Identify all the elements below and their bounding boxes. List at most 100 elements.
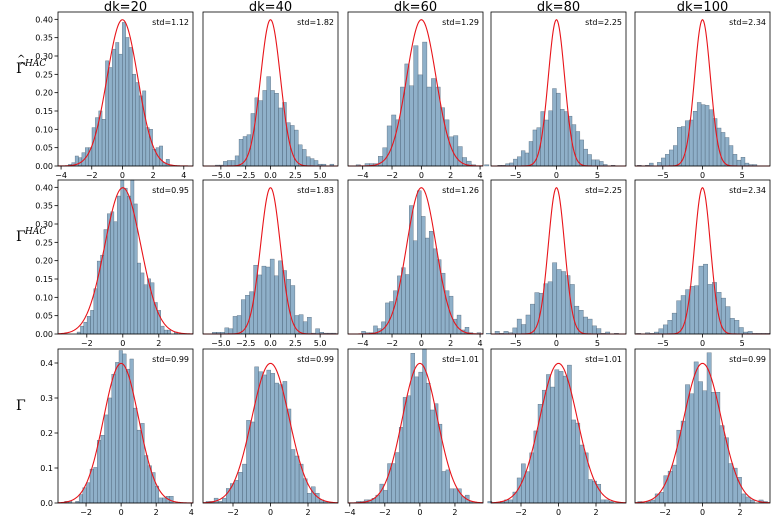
histogram-bar xyxy=(395,119,401,167)
histogram-bar xyxy=(111,48,116,167)
panel-r3-c3: −4 −2 0 2 std=1.01 xyxy=(344,348,484,515)
histogram-bar xyxy=(556,269,562,335)
histogram-bar xyxy=(738,327,744,335)
normal-density-curve xyxy=(490,362,627,504)
row-label-hat: ^ xyxy=(17,54,25,65)
histogram-bar xyxy=(169,496,174,504)
column-title: dk=20 xyxy=(104,0,147,15)
histogram-bar xyxy=(449,488,454,504)
histogram-bar xyxy=(728,463,734,504)
histogram-bar xyxy=(140,272,145,335)
histogram-bar xyxy=(405,274,410,335)
x-tick-label: −2 xyxy=(80,508,92,515)
histogram-bar xyxy=(562,375,568,504)
histogram-bar xyxy=(383,490,388,504)
histogram-bar xyxy=(604,499,610,504)
x-tick-label: 0 xyxy=(700,171,705,180)
axes-frame xyxy=(347,11,484,167)
histogram-bar xyxy=(680,420,686,504)
x-tick-label: 0 xyxy=(554,339,559,348)
histogram-bar xyxy=(676,300,682,335)
histogram-bar xyxy=(694,285,700,335)
histogram-bar xyxy=(512,327,518,335)
histogram-bar xyxy=(137,262,141,335)
y-tick-label: 0.15 xyxy=(35,275,53,284)
x-tick-label: 2 xyxy=(448,339,453,348)
histogram-bar xyxy=(521,324,527,335)
histogram-bar xyxy=(290,125,295,167)
x-tick-label: 2 xyxy=(151,171,156,180)
x-tick-label: 0 xyxy=(268,508,273,515)
panel-r2-c2: −5.0 −2.5 0.0 2.5 5.0 std=1.83 xyxy=(202,179,339,348)
histogram-bar xyxy=(398,427,404,504)
panel-r2-c4: −5 0 5 std=2.25 xyxy=(485,179,627,348)
histogram-bar xyxy=(90,310,95,335)
std-annotation: std=1.82 xyxy=(297,18,334,27)
histogram-bar xyxy=(128,47,133,167)
histogram-bar xyxy=(238,472,243,504)
histogram-bar xyxy=(110,211,115,335)
histogram-bar xyxy=(591,159,596,167)
histogram-bar xyxy=(127,195,131,335)
axes-frame xyxy=(347,179,484,335)
histogram-bar xyxy=(93,288,98,335)
std-annotation: std=1.83 xyxy=(297,186,334,195)
x-tick-label: 0 xyxy=(119,508,124,515)
histogram-bar xyxy=(564,111,569,167)
histogram-bar xyxy=(659,492,664,504)
histogram-bar xyxy=(309,158,315,167)
histogram-bar xyxy=(579,139,584,167)
x-tick-label: 0 xyxy=(700,339,705,348)
histogram-bar xyxy=(258,100,263,167)
std-annotation: std=2.34 xyxy=(729,186,766,195)
row-label-symbol: Γ̂ xyxy=(16,61,26,77)
y-tick-label: 0.00 xyxy=(35,330,53,339)
y-tick-label: 0.35 xyxy=(35,202,53,211)
histogram-bar xyxy=(667,320,673,335)
column-title: dk=100 xyxy=(677,0,729,15)
histogram-bar xyxy=(135,82,140,167)
std-annotation: std=2.25 xyxy=(585,186,622,195)
histogram-bar xyxy=(596,328,602,335)
normal-density-curve xyxy=(202,362,339,504)
histogram-bar xyxy=(575,422,581,504)
x-tick-label: −4 xyxy=(357,339,369,348)
x-tick-label: −2.5 xyxy=(236,171,255,180)
panel-r3-c5: −2 0 2 std=0.99 xyxy=(634,348,771,515)
histogram-bar xyxy=(142,90,147,167)
histogram-bar xyxy=(485,333,491,335)
histogram-bar xyxy=(703,263,708,335)
histogram-bar xyxy=(242,463,247,504)
histogram-bar xyxy=(250,113,256,167)
histogram-bar xyxy=(262,374,267,504)
histogram-bar xyxy=(269,258,275,335)
std-annotation: std=1.01 xyxy=(442,355,479,364)
y-tick-label: 0.2 xyxy=(40,429,53,438)
histogram-bar xyxy=(86,316,91,335)
histogram-bar xyxy=(558,371,564,504)
histogram-bar xyxy=(117,195,121,335)
histogram-bar xyxy=(673,145,678,167)
histogram-bar xyxy=(418,371,423,504)
histogram-bar xyxy=(378,156,383,167)
histogram-bar xyxy=(422,41,428,167)
histogram-bar xyxy=(298,144,303,167)
histogram-bar xyxy=(125,37,130,167)
axes-frame xyxy=(57,348,194,504)
histogram-bar xyxy=(445,469,450,504)
histogram-bar xyxy=(484,164,490,167)
histogram-bar xyxy=(234,480,239,504)
histogram-bar xyxy=(578,310,584,335)
histogram-bar xyxy=(417,74,423,167)
histogram-bar xyxy=(132,73,136,167)
histogram-bar xyxy=(306,493,312,504)
y-tick-label: 0.15 xyxy=(35,107,53,116)
axes-frame xyxy=(347,348,484,504)
histogram-bar xyxy=(108,67,113,167)
x-tick-label: 4 xyxy=(478,171,483,180)
histogram-bar xyxy=(750,499,755,504)
row-label-superscript: HAC xyxy=(24,59,46,69)
histogram-bar xyxy=(430,409,435,504)
histogram-bar xyxy=(386,125,392,167)
column-title: dk=80 xyxy=(537,0,580,15)
